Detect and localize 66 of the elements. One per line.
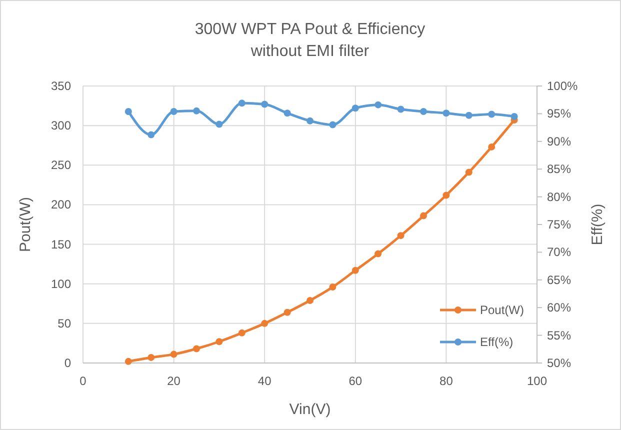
y-tick-label: 300 (50, 118, 72, 133)
x-tick-label: 20 (167, 374, 181, 388)
point (442, 192, 450, 199)
point (170, 350, 178, 358)
point (397, 106, 404, 113)
y2-tick-label: 95% (547, 106, 572, 121)
y2-tick-label: 70% (547, 245, 572, 260)
x-tick-label: 40 (258, 374, 272, 388)
y2-tick-label: 90% (547, 134, 572, 148)
legend-label: Eff(%) (480, 335, 514, 349)
point (352, 104, 359, 112)
x-tick-label: 0 (80, 374, 87, 388)
point (488, 143, 496, 150)
point (284, 308, 291, 316)
y2-tick-label: 55% (547, 328, 572, 342)
point (148, 354, 155, 361)
point (193, 345, 200, 352)
y2-tick-label: 85% (547, 162, 572, 176)
point (216, 338, 223, 346)
y2-tick-label: 65% (547, 272, 572, 287)
point (510, 112, 518, 120)
point (284, 110, 291, 117)
point (397, 232, 404, 240)
point (465, 112, 472, 119)
y-tick-label: 350 (50, 79, 72, 93)
point (420, 212, 427, 220)
point (238, 329, 246, 336)
x-tick-label: 80 (440, 374, 454, 388)
y2-tick-label: 60% (547, 300, 572, 315)
point (306, 296, 314, 304)
point (216, 120, 223, 128)
y2-axis-title: Eff(%) (589, 204, 606, 246)
y-tick-label: 0 (64, 356, 72, 370)
point (488, 110, 496, 118)
point (352, 266, 359, 274)
point (193, 107, 200, 114)
y-tick-label: 100 (50, 276, 72, 291)
y2-tick-label: 80% (547, 190, 572, 204)
y-tick-label: 50 (58, 316, 72, 330)
point (238, 100, 246, 107)
y2-tick-label: 50% (547, 356, 572, 370)
chart-title: 300W WPT PA Pout & Efficiency without EMI filter (194, 21, 426, 60)
y-tick-label: 200 (50, 198, 72, 212)
point (148, 131, 155, 138)
point (420, 108, 427, 115)
point (124, 108, 132, 115)
point (442, 110, 450, 117)
y2-tick-label: 100% (547, 79, 578, 93)
point (374, 101, 382, 108)
point (329, 284, 336, 291)
point (261, 100, 268, 108)
x-tick-label: 60 (348, 374, 362, 388)
point (306, 117, 314, 124)
y-axis-title: Pout(W) (17, 196, 34, 252)
point (329, 121, 336, 128)
point (170, 108, 178, 115)
y-tick-label: 250 (50, 158, 72, 172)
x-axis-title: Vin(V) (289, 401, 331, 418)
point (124, 358, 132, 365)
x-tick-label: 100 (526, 374, 548, 388)
legend-label: Pout(W) (480, 303, 524, 317)
point (465, 168, 472, 176)
point (261, 320, 268, 327)
point (374, 250, 382, 258)
y-tick-label: 150 (50, 237, 72, 252)
y2-tick-label: 75% (547, 218, 572, 232)
